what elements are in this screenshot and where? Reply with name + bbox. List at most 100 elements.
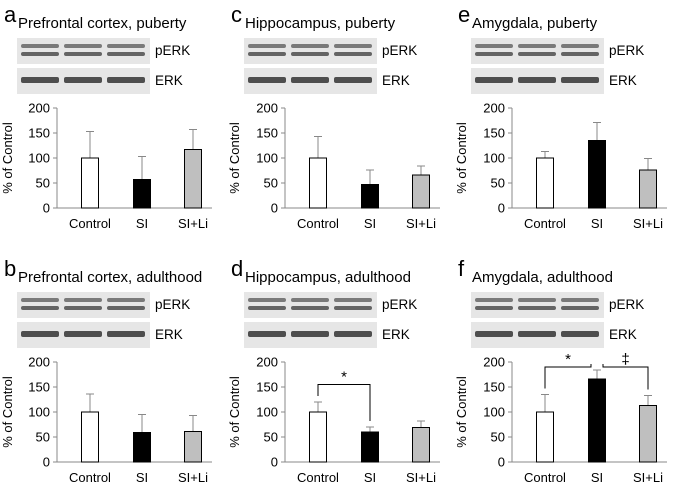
y-tick-label: 200	[483, 101, 505, 116]
blot-band	[561, 306, 599, 310]
panel-title: Prefrontal cortex, puberty	[18, 15, 187, 32]
pERK-blot-image: pERK	[17, 38, 190, 64]
blot-background	[17, 38, 150, 64]
y-tick-label: 50	[36, 176, 50, 191]
bar-si	[588, 140, 606, 209]
ERK-label: ERK	[609, 73, 637, 88]
blot-band	[21, 306, 59, 310]
panel-letter: f	[458, 256, 465, 281]
significance-marker: *	[565, 351, 571, 368]
panel-a: a Prefrontal cortex, puberty pERK ERK 0 50 100…	[0, 2, 212, 231]
bar-si	[588, 378, 606, 463]
pERK-blot-image: pERK	[471, 38, 644, 64]
bar-si-li	[639, 169, 657, 209]
panel-title: Hippocampus, adulthood	[245, 269, 411, 286]
blot-band	[518, 52, 556, 56]
y-tick-label: 50	[491, 176, 505, 191]
x-category-label: SI	[591, 216, 603, 231]
x-category-label: SI+Li	[406, 470, 436, 485]
blot-band	[248, 44, 286, 48]
y-tick-label: 100	[483, 151, 505, 166]
blot-band	[64, 331, 102, 337]
y-tick-label: 50	[264, 176, 278, 191]
x-category-label: SI+Li	[633, 216, 663, 231]
ERK-label: ERK	[155, 327, 183, 342]
blot-band	[107, 44, 145, 48]
y-tick-label: 150	[256, 380, 278, 395]
x-category-label: SI	[364, 216, 376, 231]
y-axis-label: % of Control	[227, 376, 242, 448]
bar-si-li	[184, 149, 202, 209]
blot-band	[291, 306, 329, 310]
bar-si	[133, 179, 151, 209]
pERK-label: pERK	[155, 297, 190, 312]
y-tick-label: 0	[271, 455, 278, 470]
blot-band	[475, 52, 513, 56]
blot-band	[561, 44, 599, 48]
significance-bracket	[602, 364, 649, 390]
blot-band	[21, 331, 59, 337]
ERK-label: ERK	[155, 73, 183, 88]
x-category-label: Control	[297, 470, 339, 485]
ERK-label: ERK	[609, 327, 637, 342]
y-tick-label: 100	[483, 405, 505, 420]
panel-title: Amygdala, adulthood	[472, 269, 613, 286]
y-tick-label: 50	[36, 430, 50, 445]
ERK-label: ERK	[382, 73, 410, 88]
pERK-label: pERK	[609, 43, 644, 58]
panel-letter: d	[231, 256, 243, 281]
bar-si	[361, 431, 379, 463]
blot-band	[561, 52, 599, 56]
ERK-blot-image: ERK	[17, 322, 183, 348]
y-axis-label: % of Control	[0, 122, 15, 194]
y-axis-label: % of Control	[227, 122, 242, 194]
pERK-blot-image: pERK	[244, 292, 417, 318]
panel-title: Amygdala, puberty	[472, 15, 598, 32]
blot-background	[244, 38, 377, 64]
y-tick-label: 0	[498, 455, 505, 470]
x-category-label: SI+Li	[406, 216, 436, 231]
pERK-blot-image: pERK	[471, 292, 644, 318]
blot-band	[475, 298, 513, 302]
blot-band	[248, 298, 286, 302]
bar-si-li	[184, 431, 202, 463]
y-tick-label: 50	[264, 430, 278, 445]
blot-band	[334, 306, 372, 310]
blot-background	[244, 292, 377, 318]
panel-letter: e	[458, 2, 470, 27]
blot-band	[475, 77, 513, 83]
x-category-label: Control	[69, 216, 111, 231]
x-category-label: SI+Li	[633, 470, 663, 485]
blot-band	[21, 77, 59, 83]
y-tick-label: 0	[271, 201, 278, 216]
blot-band	[64, 298, 102, 302]
bar-control	[309, 411, 327, 463]
y-tick-label: 200	[256, 101, 278, 116]
blot-band	[334, 77, 372, 83]
bar-control	[536, 411, 554, 463]
y-tick-label: 100	[256, 151, 278, 166]
y-tick-label: 150	[28, 126, 50, 141]
panel-c: c Hippocampus, puberty pERK ERK 0 50 100 150 200…	[227, 2, 440, 231]
blot-band	[518, 331, 556, 337]
blot-band	[248, 77, 286, 83]
y-tick-label: 150	[483, 126, 505, 141]
blot-band	[561, 77, 599, 83]
blot-background	[17, 292, 150, 318]
pERK-blot-image: pERK	[17, 292, 190, 318]
blot-band	[291, 52, 329, 56]
significance-marker: ‡	[621, 351, 629, 368]
panel-d: d Hippocampus, adulthood pERK ERK 0 50 100 150 2…	[227, 256, 440, 485]
blot-band	[64, 77, 102, 83]
significance-bracket	[317, 384, 371, 421]
x-category-label: Control	[69, 470, 111, 485]
blot-band	[248, 306, 286, 310]
x-category-label: SI	[136, 470, 148, 485]
blot-band	[21, 44, 59, 48]
panel-letter: b	[4, 256, 16, 281]
blot-band	[518, 298, 556, 302]
y-tick-label: 100	[256, 405, 278, 420]
y-tick-label: 150	[483, 380, 505, 395]
blot-band	[64, 306, 102, 310]
